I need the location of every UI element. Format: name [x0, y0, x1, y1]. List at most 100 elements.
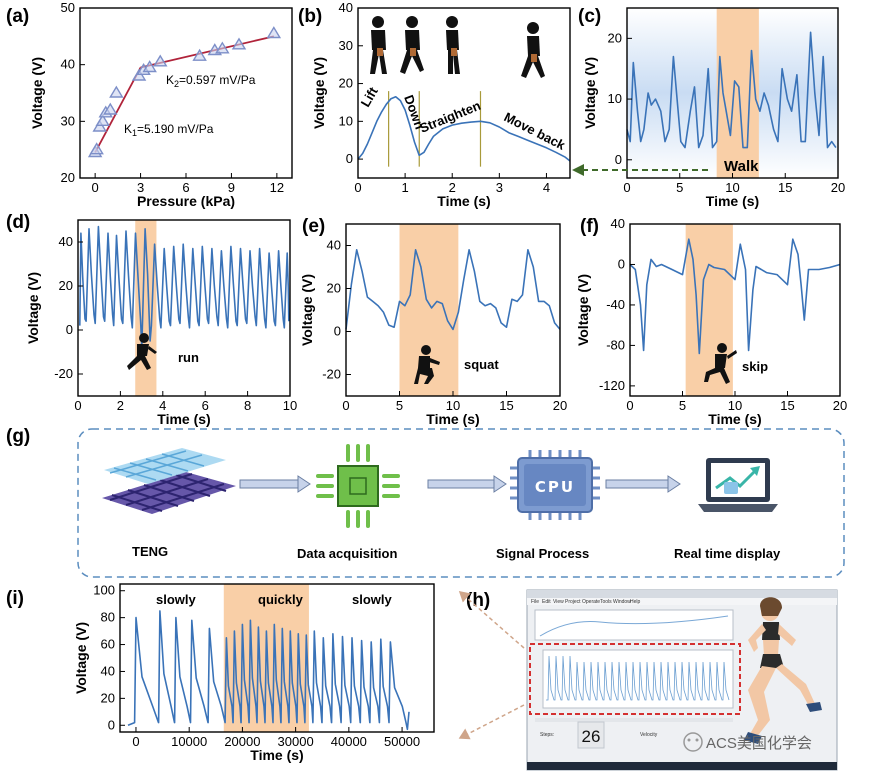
data-point: [231, 37, 247, 50]
y-tick-label: 50: [61, 0, 75, 15]
x-tick-label: 10000: [171, 734, 207, 749]
y-tick-label: 40: [339, 0, 353, 15]
label-squat: squat: [464, 357, 499, 372]
software-window: File Edit View Project Operate Tools Win…: [526, 589, 838, 771]
plot-frame-a: [79, 7, 293, 179]
panel-label-b: (b): [298, 6, 322, 27]
y-tick-label: -80: [606, 337, 625, 352]
x-tick-label: 50000: [384, 734, 420, 749]
menu-tools[interactable]: Tools: [600, 599, 612, 605]
plot-frame-f: [629, 223, 841, 397]
x-axis-title: Time (s): [157, 411, 210, 427]
voltage-trace-f: [629, 238, 841, 355]
k2-value: =0.597 mV/Pa: [179, 73, 256, 87]
menu-window[interactable]: Window: [613, 599, 631, 605]
steps-value: 26: [582, 727, 601, 746]
chip-icon: [316, 444, 400, 528]
y-tick-label: -20: [322, 367, 341, 382]
menu-edit[interactable]: Edit: [542, 599, 551, 605]
x-tick-label: 6: [202, 398, 209, 413]
label-run: run: [178, 350, 199, 365]
x-tick-label: 40000: [331, 734, 367, 749]
y-tick-label: 30: [339, 38, 353, 53]
x-tick-label: 5: [396, 398, 403, 413]
y-tick-label: 0: [334, 324, 341, 339]
label-teng: TENG: [132, 544, 168, 559]
y-tick-label: 20: [608, 30, 622, 45]
watermark: ACS美国化学会: [683, 732, 812, 752]
menu-help[interactable]: Help: [630, 599, 641, 605]
software-menu-bar: File Edit View Project Operate Tools Win…: [531, 599, 641, 605]
y-tick-label: 60: [101, 637, 115, 652]
axes-e: 0 5 10 15 20 -20 0 20 40 Time (s) Voltage (V): [299, 223, 567, 427]
x-axis-title: Time (s): [437, 193, 490, 209]
teng-device-illustration: [102, 448, 236, 514]
y-tick-label: 10: [608, 91, 622, 106]
x-tick-label: 2: [449, 180, 456, 195]
walker-silhouette-2: [400, 16, 424, 74]
data-point: [215, 41, 230, 54]
data-point: [142, 60, 157, 73]
x-tick-label: 0: [354, 180, 361, 195]
workflow-arrow-1: [239, 475, 311, 493]
data-point: [266, 26, 282, 39]
x-axis-title: Time (s): [708, 411, 761, 427]
connector-h-to-g: [458, 591, 525, 649]
axes-d: 0 2 4 6 8 10 -20 0 20 40 Time (s) Voltage (V): [25, 219, 297, 427]
y-tick-label: -120: [599, 378, 625, 393]
software-lower-trace: [546, 655, 730, 701]
y-axis-title: Voltage (V): [25, 272, 41, 344]
walker-silhouette-1: [370, 16, 387, 74]
x-tick-label: 20000: [224, 734, 260, 749]
watermark-text: ACS美国化学会: [706, 735, 812, 752]
k1-symbol: K: [124, 122, 132, 136]
plot-frame-b: [357, 7, 571, 179]
k2-subscript: 2: [174, 79, 179, 89]
workflow-frame: [77, 428, 845, 578]
menu-file[interactable]: File: [531, 599, 539, 605]
menu-operate[interactable]: Operate: [582, 599, 600, 605]
y-axis-title: Voltage (V): [311, 57, 327, 129]
x-tick-label: 5: [679, 398, 686, 413]
data-point: [95, 113, 110, 127]
panel-label-i: (i): [6, 588, 24, 609]
y-tick-label: 20: [339, 76, 353, 91]
voltage-trace-i: [127, 610, 410, 731]
menu-view[interactable]: View: [553, 599, 564, 605]
highlight-skip: [685, 224, 733, 396]
data-point: [89, 142, 104, 155]
panel-label-a: (a): [6, 6, 29, 27]
y-axis-title: Voltage (V): [73, 622, 89, 694]
x-axis-title: Time (s): [706, 193, 759, 209]
x-tick-label: 12: [270, 180, 284, 195]
y-tick-label: 10: [339, 113, 353, 128]
axes-i: 0 10000 20000 30000 40000 50000 0 20 40 60 80 100 Ti…: [73, 583, 435, 763]
cpu-icon: [510, 450, 600, 520]
y-tick-label: 80: [101, 610, 115, 625]
voltage-trace-d: [79, 225, 290, 349]
x-tick-label: 20: [553, 398, 567, 413]
connector-h-to-i: [458, 704, 525, 740]
menu-project[interactable]: Project: [565, 599, 581, 605]
y-tick-label: 40: [61, 57, 75, 72]
y-tick-label: 40: [327, 238, 341, 253]
x-axis-title: Time (s): [250, 747, 303, 763]
plot-frame-i: [119, 583, 435, 733]
y-axis-title: Voltage (V): [29, 57, 45, 129]
y-axis-title: Voltage (V): [582, 57, 598, 129]
voltage-trace-e: [345, 249, 561, 331]
k1-annotation: K1=5.190 mV/Pa: [124, 122, 214, 138]
y-tick-label: 0: [346, 151, 353, 166]
panel-label-h: (h): [466, 590, 490, 611]
x-tick-label: 2: [117, 398, 124, 413]
data-point: [153, 54, 168, 67]
label-real-time-display: Real time display: [674, 546, 781, 561]
y-tick-label: 0: [66, 322, 73, 337]
y-tick-label: 0: [108, 717, 115, 732]
k2-annotation: K2=0.597 mV/Pa: [166, 73, 256, 89]
label-data-acquisition: Data acquisition: [297, 546, 397, 561]
x-tick-label: 1: [401, 180, 408, 195]
